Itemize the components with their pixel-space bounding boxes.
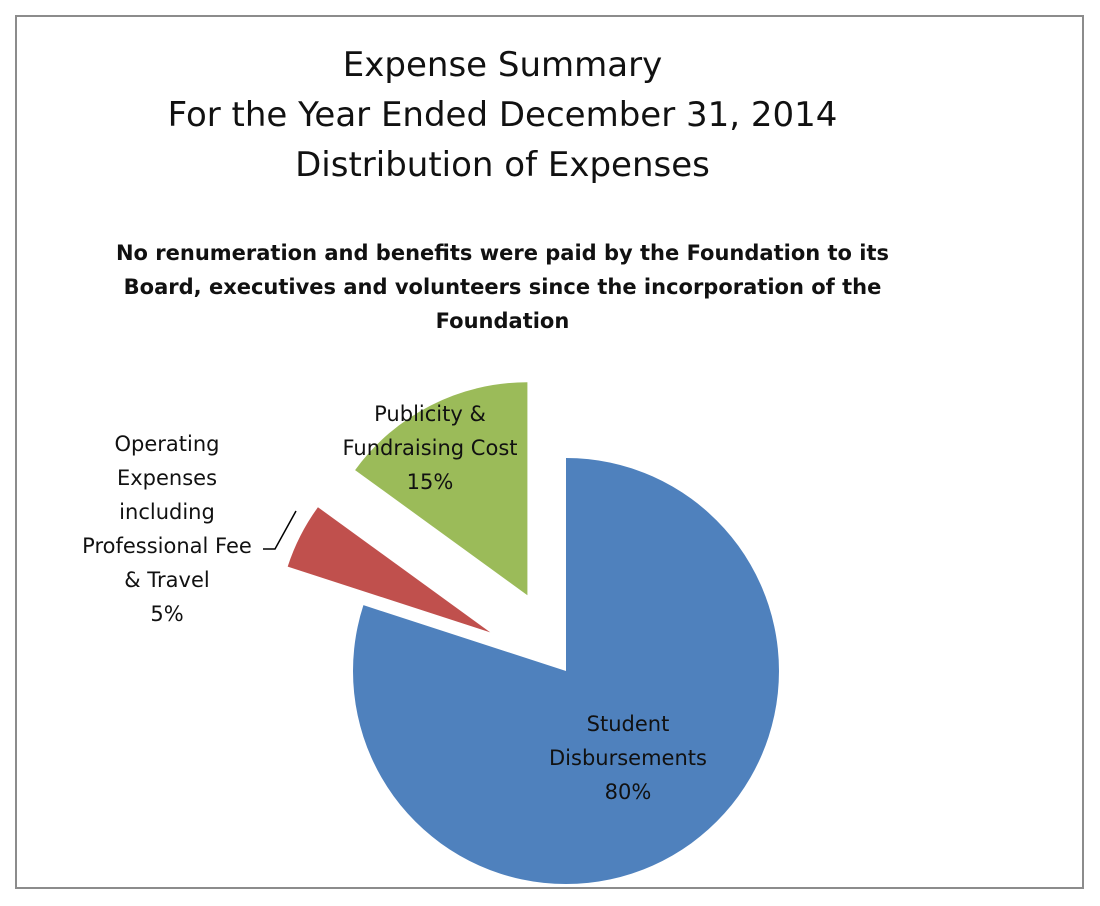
slice-publicity-fundraising [355,382,528,596]
remuneration-note: No renumeration and benefits were paid b… [0,236,1005,338]
slice-labels: Student Disbursements 80% Operating Expenses… [82,402,707,804]
label-student-disbursements-line-1: Student [587,712,670,736]
label-student-disbursements-line-3: 80% [605,780,652,804]
leader-line-operating-expenses [263,510,297,550]
label-publicity-fundraising-line-3: 15% [407,470,454,494]
label-operating-expenses-line-5: & Travel [124,568,209,592]
label-publicity-fundraising: Publicity & Fundraising Cost 15% [343,402,518,494]
label-publicity-fundraising-line-2: Fundraising Cost [343,436,518,460]
remuneration-note-line-2: Board, executives and volunteers since t… [123,275,882,299]
label-operating-expenses-line-6: 5% [150,602,183,626]
label-publicity-fundraising-line-1: Publicity & [374,402,486,426]
label-operating-expenses-line-1: Operating [115,432,220,456]
remuneration-note-line-1: No renumeration and benefits were paid b… [115,241,890,265]
chart-title-line-3: Distribution of Expenses [295,145,710,185]
remuneration-note-line-3: Foundation [435,309,570,333]
label-operating-expenses-line-2: Expenses [117,466,217,490]
label-student-disbursements: Student Disbursements 80% [549,712,707,804]
chart-title-line-1: Expense Summary [342,45,663,85]
label-student-disbursements-line-2: Disbursements [549,746,707,770]
label-operating-expenses: Operating Expenses including Professional F… [82,432,252,626]
pie-slices [287,382,779,884]
slice-operating-expenses [287,507,491,633]
chart-title: Expense Summary For the Year Ended Decem… [0,40,1005,190]
label-operating-expenses-line-4: Professional Fee [82,534,252,558]
chart-title-line-2: For the Year Ended December 31, 2014 [167,95,838,135]
slice-student-disbursements [352,458,779,884]
label-operating-expenses-line-3: including [119,500,215,524]
